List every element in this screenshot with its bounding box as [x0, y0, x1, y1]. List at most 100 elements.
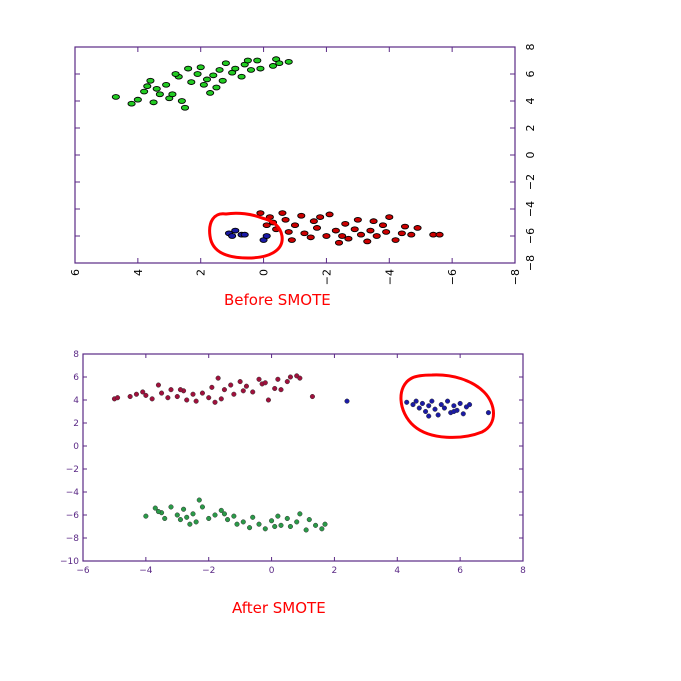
x-tick-label: −2	[320, 269, 333, 285]
data-point	[177, 98, 186, 104]
data-point	[416, 405, 422, 411]
data-point	[397, 230, 406, 237]
data-point	[382, 229, 391, 235]
data-point	[218, 396, 224, 402]
data-point	[190, 511, 196, 517]
data-point	[322, 521, 328, 527]
x-tick-label: −6	[76, 566, 90, 576]
x-tick-label: −4	[383, 269, 396, 285]
data-point	[269, 518, 275, 524]
data-point	[313, 522, 319, 528]
data-point	[407, 231, 416, 238]
data-point	[133, 391, 139, 397]
data-point	[181, 506, 187, 512]
data-point	[177, 517, 183, 523]
y-tick-label: 4	[524, 98, 537, 105]
data-point	[322, 233, 331, 239]
data-point	[187, 79, 196, 85]
data-point	[287, 237, 296, 243]
data-point	[209, 384, 215, 390]
data-point	[297, 375, 303, 381]
data-point	[325, 211, 334, 218]
data-point	[410, 402, 416, 408]
data-point	[262, 233, 271, 239]
data-point	[400, 223, 410, 230]
data-point	[206, 515, 212, 522]
data-point	[115, 395, 121, 401]
highlight-loop	[399, 373, 495, 439]
data-point	[199, 81, 208, 88]
x-tick-label: 2	[332, 566, 338, 576]
data-point	[256, 65, 265, 72]
data-point	[369, 218, 378, 225]
data-point	[372, 233, 381, 239]
data-point	[247, 525, 253, 531]
data-point	[426, 403, 432, 409]
data-point	[240, 519, 246, 525]
data-point	[127, 394, 133, 400]
data-point	[467, 402, 473, 408]
data-point	[246, 67, 256, 73]
data-point	[344, 235, 353, 242]
data-point	[193, 519, 199, 525]
data-point	[391, 237, 400, 243]
y-tick-label: −6	[66, 511, 80, 521]
data-point	[184, 65, 193, 72]
data-point	[278, 522, 284, 528]
x-tick-label: 6	[457, 566, 463, 576]
data-point	[432, 406, 438, 412]
data-point	[290, 222, 300, 229]
y-tick-label: 2	[73, 419, 79, 429]
y-tick-label: −6	[524, 228, 537, 244]
x-tick-label: −6	[446, 269, 459, 285]
data-point	[193, 398, 199, 404]
data-point	[457, 400, 463, 407]
data-point	[174, 512, 180, 518]
data-point	[168, 91, 177, 98]
y-tick-label: −2	[524, 174, 537, 190]
x-tick-label: 6	[69, 269, 82, 276]
plot-frame	[74, 46, 516, 264]
data-point	[218, 77, 227, 84]
data-point	[319, 526, 325, 532]
data-point	[278, 210, 287, 216]
data-point	[190, 391, 196, 397]
data-point	[334, 239, 344, 246]
y-tick-label: 0	[524, 152, 537, 159]
data-point	[231, 513, 237, 519]
data-point	[111, 94, 120, 100]
data-point	[306, 234, 315, 241]
data-point	[441, 405, 447, 411]
caption-before-smote: Before SMOTE	[224, 291, 331, 309]
data-point	[240, 388, 246, 394]
data-point	[378, 222, 388, 229]
data-point	[218, 507, 224, 513]
data-point	[284, 515, 290, 522]
data-point	[460, 411, 466, 417]
data-point	[272, 523, 278, 530]
data-point	[350, 226, 359, 233]
data-point	[165, 395, 171, 401]
data-point	[275, 60, 284, 67]
data-point	[287, 374, 293, 380]
data-point	[278, 387, 284, 393]
y-tick-label: −8	[524, 255, 537, 271]
y-tick-label: 6	[524, 71, 537, 78]
data-point	[451, 408, 457, 415]
data-point	[193, 71, 202, 77]
data-point	[162, 81, 171, 88]
data-point	[303, 527, 309, 533]
data-point	[243, 57, 252, 64]
x-tick-label: 4	[394, 566, 400, 576]
data-point	[184, 514, 190, 520]
data-point	[237, 379, 243, 385]
y-tick-label: 4	[73, 396, 79, 406]
data-point	[184, 397, 190, 403]
data-point	[162, 515, 168, 522]
data-point	[363, 238, 372, 245]
data-point	[140, 389, 146, 395]
data-point	[171, 71, 180, 77]
data-point	[445, 398, 451, 404]
data-point	[356, 231, 366, 238]
